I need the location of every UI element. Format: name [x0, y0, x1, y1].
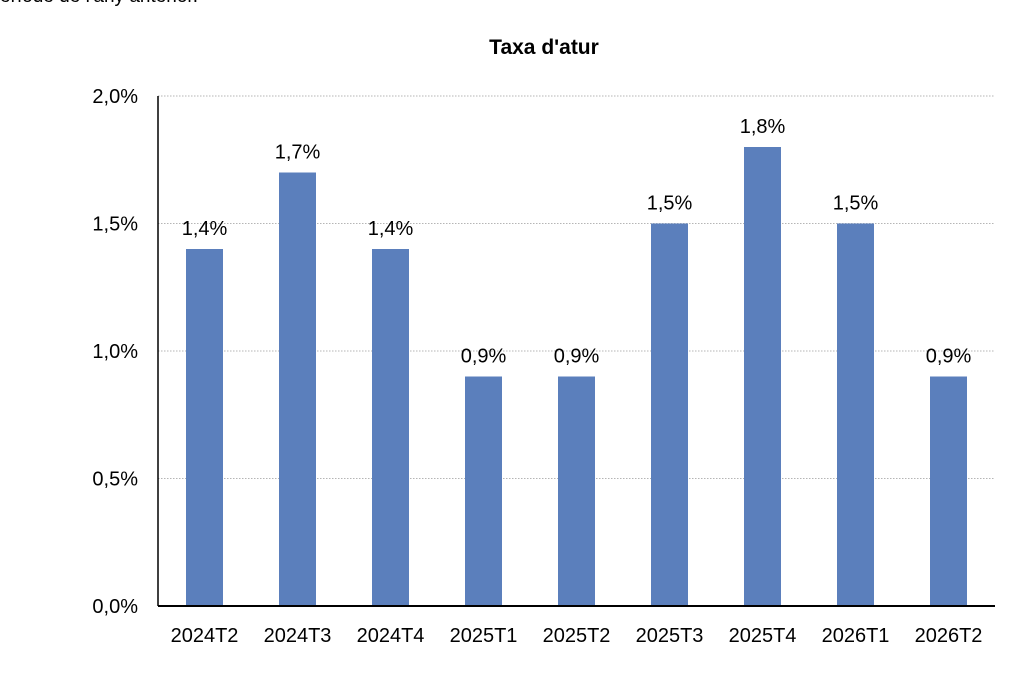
y-tick-label: 1,0%: [92, 341, 138, 363]
x-axis-tick-labels: 2024T2 2024T3 2024T4 2025T1 2025T2 2025T3 2025…: [171, 625, 983, 647]
data-label: 1,5%: [647, 193, 693, 215]
data-label: 1,4%: [368, 218, 414, 240]
data-labels: 1,4% 1,7% 1,4% 0,9% 0,9% 1,5% 1,8% 1,5% 0,9%: [182, 116, 972, 368]
y-tick-label: 0,0%: [92, 596, 138, 618]
bar: [837, 223, 874, 606]
data-label: 1,5%: [833, 193, 879, 215]
bar: [372, 249, 409, 606]
bar: [186, 249, 223, 606]
x-tick-label: 2024T3: [264, 625, 332, 647]
page-text-fragment: eríode de l'any anterior.: [0, 0, 198, 8]
y-tick-label: 0,5%: [92, 469, 138, 491]
y-axis-tick-labels: 0,0% 0,5% 1,0% 1,5% 2,0%: [92, 86, 138, 618]
bar: [651, 223, 688, 606]
bar: [279, 172, 316, 606]
data-label: 0,9%: [926, 346, 972, 368]
x-tick-label: 2025T4: [729, 625, 797, 647]
chart-title: Taxa d'atur: [489, 36, 599, 59]
x-tick-label: 2026T1: [822, 625, 890, 647]
bar: [558, 376, 595, 606]
data-label: 1,8%: [740, 116, 786, 138]
data-label: 0,9%: [461, 346, 507, 368]
data-label: 0,9%: [554, 346, 600, 368]
bar: [930, 376, 967, 606]
bars: [186, 147, 967, 606]
x-tick-label: 2024T4: [357, 625, 425, 647]
data-label: 1,4%: [182, 218, 228, 240]
y-tick-label: 1,5%: [92, 214, 138, 236]
x-tick-label: 2025T2: [543, 625, 611, 647]
bar: [744, 147, 781, 606]
y-tick-label: 2,0%: [92, 86, 138, 108]
x-tick-label: 2025T1: [450, 625, 518, 647]
x-tick-label: 2026T2: [915, 625, 983, 647]
x-tick-label: 2025T3: [636, 625, 704, 647]
bar: [465, 376, 502, 606]
data-label: 1,7%: [275, 142, 321, 164]
x-tick-label: 2024T2: [171, 625, 239, 647]
